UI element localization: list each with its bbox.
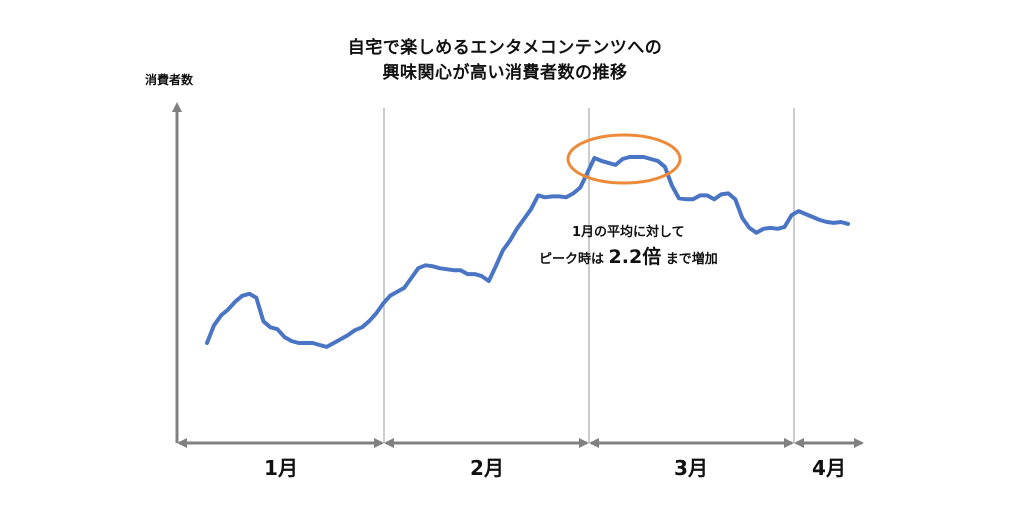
month-span-arrow-right-4: [854, 438, 864, 448]
annotation-prefix: ピーク時は: [539, 252, 605, 267]
chart-title-line-1: 自宅で楽しめるエンタメコンテンツへの: [347, 38, 663, 58]
annotation-suffix: まで増加: [665, 252, 718, 267]
month-label-4: 4月: [812, 456, 846, 480]
annotation-line-1: 1月の平均に対して: [572, 225, 685, 240]
annotation-emphasis: 2.2倍: [608, 246, 662, 268]
month-span-arrow-left-1: [177, 438, 187, 448]
annotation-line-2: ピーク時は 2.2倍 まで増加: [539, 242, 718, 269]
month-label-1: 1月: [264, 456, 298, 480]
series-line: [205, 155, 850, 349]
month-span-arrow-right-2: [579, 438, 589, 448]
month-span-arrow-left-3: [589, 438, 599, 448]
y-axis-arrowhead: [172, 102, 182, 112]
peak-highlight-circle: [566, 133, 682, 185]
month-label-2: 2月: [470, 456, 504, 480]
month-label-3: 3月: [674, 456, 708, 480]
month-span-arrow-right-3: [784, 438, 794, 448]
month-span-arrow-left-4: [794, 438, 804, 448]
chart-title-line-2: 興味関心が高い消費者数の推移: [382, 63, 628, 83]
y-axis-label: 消費者数: [145, 73, 194, 87]
month-span-arrow-right-1: [374, 438, 384, 448]
month-span-arrow-left-2: [384, 438, 394, 448]
